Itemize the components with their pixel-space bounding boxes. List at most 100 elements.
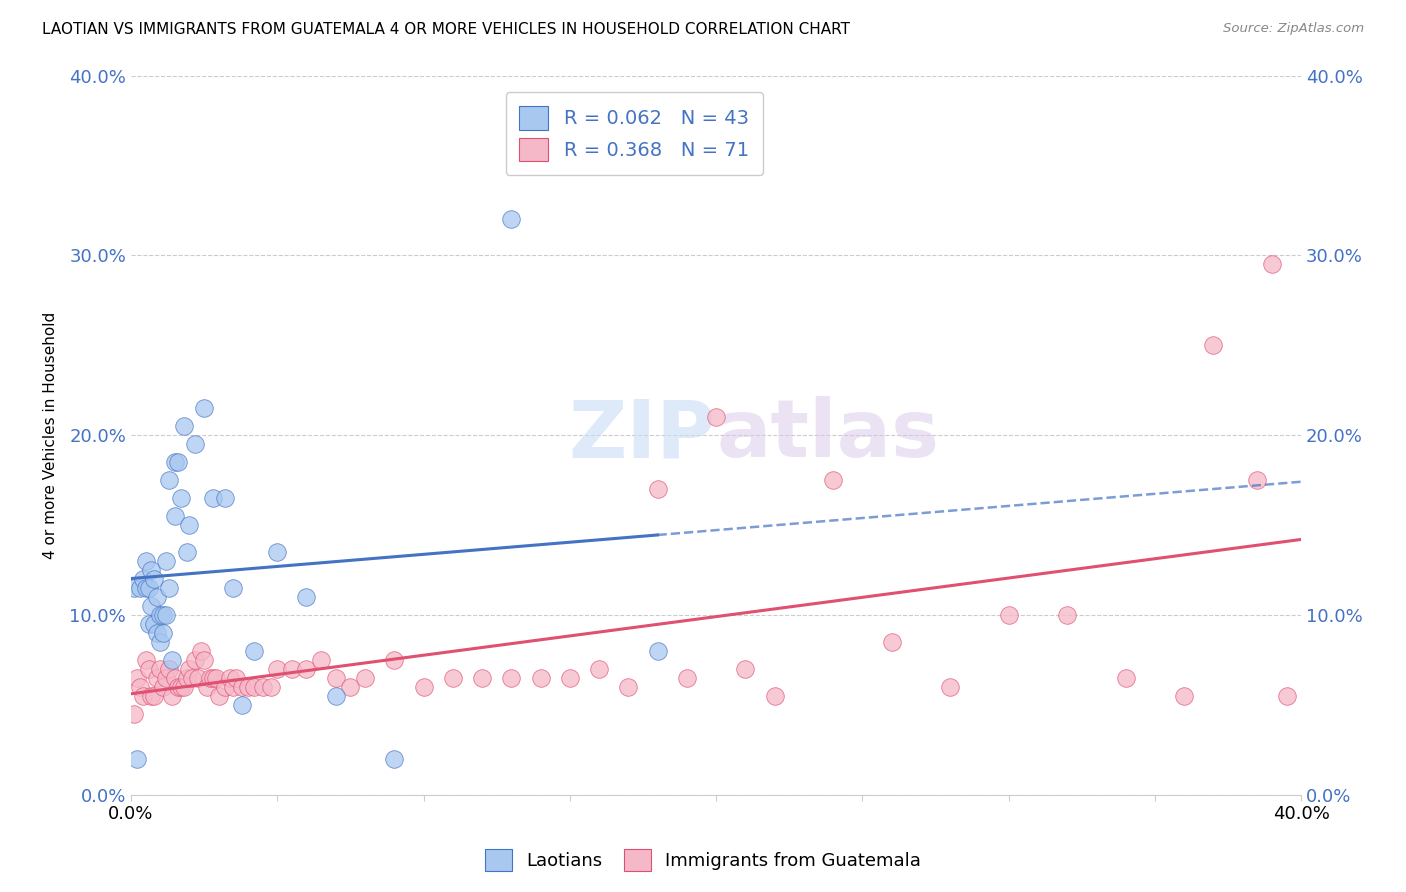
Point <box>122 581 145 595</box>
Point <box>141 599 163 614</box>
Point <box>558 671 581 685</box>
Point <box>157 662 180 676</box>
Text: atlas: atlas <box>716 396 939 475</box>
Point <box>647 644 669 658</box>
Point <box>195 680 218 694</box>
Point <box>160 689 183 703</box>
Y-axis label: 4 or more Vehicles in Household: 4 or more Vehicles in Household <box>44 311 58 559</box>
Text: LAOTIAN VS IMMIGRANTS FROM GUATEMALA 4 OR MORE VEHICLES IN HOUSEHOLD CORRELATION: LAOTIAN VS IMMIGRANTS FROM GUATEMALA 4 O… <box>42 22 851 37</box>
Point <box>880 635 903 649</box>
Point <box>170 680 193 694</box>
Point <box>166 455 188 469</box>
Point <box>125 671 148 685</box>
Point <box>208 689 231 703</box>
Point <box>1056 608 1078 623</box>
Point <box>141 689 163 703</box>
Point <box>471 671 494 685</box>
Point <box>647 482 669 496</box>
Text: Source: ZipAtlas.com: Source: ZipAtlas.com <box>1223 22 1364 36</box>
Point <box>252 680 274 694</box>
Point <box>155 671 177 685</box>
Point <box>135 581 157 595</box>
Point <box>295 662 318 676</box>
Point <box>734 662 756 676</box>
Point <box>501 212 523 227</box>
Point <box>143 572 166 586</box>
Point <box>231 680 253 694</box>
Point <box>231 698 253 712</box>
Point <box>173 680 195 694</box>
Point <box>163 509 186 524</box>
Point <box>179 662 201 676</box>
Point <box>152 608 174 623</box>
Point <box>146 671 169 685</box>
Point <box>309 653 332 667</box>
Point <box>675 671 697 685</box>
Point <box>198 671 221 685</box>
Point <box>214 491 236 506</box>
Point <box>131 572 153 586</box>
Point <box>125 752 148 766</box>
Point <box>1173 689 1195 703</box>
Point <box>823 473 845 487</box>
Point <box>441 671 464 685</box>
Point <box>266 662 288 676</box>
Point <box>146 590 169 604</box>
Point <box>1202 338 1225 352</box>
Point <box>152 626 174 640</box>
Point <box>225 671 247 685</box>
Point <box>166 680 188 694</box>
Point <box>138 581 160 595</box>
Point <box>149 608 172 623</box>
Point <box>704 410 727 425</box>
Point <box>1275 689 1298 703</box>
Point <box>190 644 212 658</box>
Point <box>135 653 157 667</box>
Legend: Laotians, Immigrants from Guatemala: Laotians, Immigrants from Guatemala <box>478 842 928 879</box>
Point <box>1246 473 1268 487</box>
Point <box>179 518 201 533</box>
Point <box>163 455 186 469</box>
Point <box>146 626 169 640</box>
Point <box>135 554 157 568</box>
Point <box>160 653 183 667</box>
Point <box>176 545 198 559</box>
Point <box>152 680 174 694</box>
Point <box>143 689 166 703</box>
Point <box>184 437 207 451</box>
Point <box>128 581 150 595</box>
Point <box>236 680 259 694</box>
Point <box>260 680 283 694</box>
Point <box>763 689 786 703</box>
Point <box>222 581 245 595</box>
Point <box>170 491 193 506</box>
Point <box>412 680 434 694</box>
Point <box>588 662 610 676</box>
Point <box>138 662 160 676</box>
Point <box>176 671 198 685</box>
Point <box>997 608 1019 623</box>
Point <box>141 563 163 577</box>
Point <box>143 617 166 632</box>
Point <box>222 680 245 694</box>
Point <box>187 671 209 685</box>
Point <box>155 554 177 568</box>
Point <box>1261 257 1284 271</box>
Point <box>157 473 180 487</box>
Point <box>204 671 226 685</box>
Point <box>193 401 215 416</box>
Point <box>266 545 288 559</box>
Text: ZIP: ZIP <box>569 396 716 475</box>
Point <box>382 752 405 766</box>
Legend: R = 0.062   N = 43, R = 0.368   N = 71: R = 0.062 N = 43, R = 0.368 N = 71 <box>506 93 762 175</box>
Point <box>149 635 172 649</box>
Point <box>173 419 195 434</box>
Point <box>325 689 347 703</box>
Point <box>184 653 207 667</box>
Point <box>382 653 405 667</box>
Point <box>163 671 186 685</box>
Point <box>617 680 640 694</box>
Point <box>354 671 377 685</box>
Point <box>325 671 347 685</box>
Point <box>201 491 224 506</box>
